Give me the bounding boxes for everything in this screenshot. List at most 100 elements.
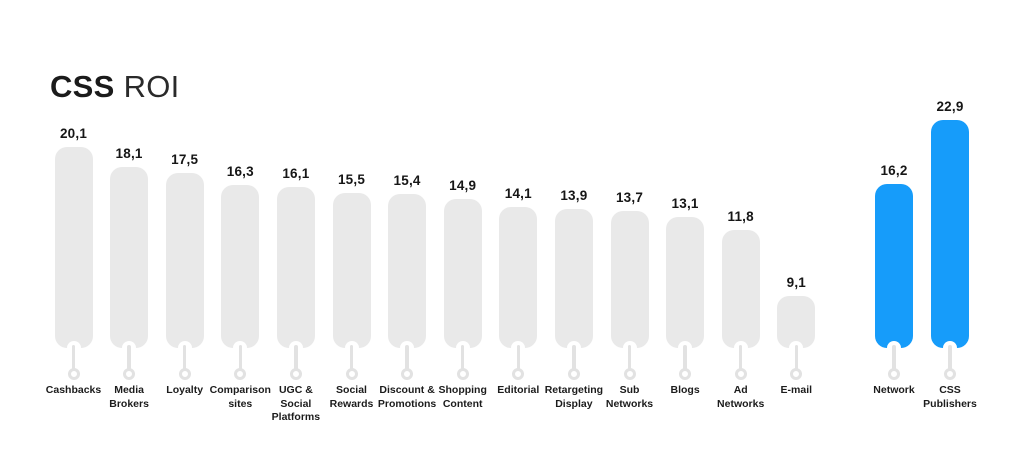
bar-category-label: Cashbacks (45, 384, 102, 396)
bar (610, 211, 649, 348)
pin-ring-icon (512, 368, 525, 380)
bar-category-label: Social Rewards (329, 384, 374, 410)
bar-category-label: UGC & Social Platforms (271, 384, 321, 423)
bar-group: 15,5 Social Rewards (312, 0, 392, 470)
pin-stem-icon (127, 345, 131, 374)
pin-ring-icon (734, 368, 747, 380)
bar (443, 199, 482, 348)
bar (110, 167, 149, 348)
bar-group: 15,4 Discount & Promotions (367, 0, 447, 470)
pin-ring-icon (790, 368, 803, 380)
pin-ring-icon (67, 368, 80, 380)
pin-stem-icon (627, 345, 632, 374)
bar-group: 20,1 Cashbacks (34, 0, 114, 470)
bar-category-label: Retargeting Display (544, 384, 604, 410)
bar-value-label: 13,1 (671, 196, 699, 211)
bar-group: 17,5 Loyalty (145, 0, 225, 470)
bar-category-label: E-mail (780, 384, 813, 396)
bar-value-label: 13,7 (615, 190, 644, 205)
page-title: CSS ROI (50, 68, 180, 104)
pin-ring-icon (888, 368, 900, 380)
pin-stem-icon (71, 345, 76, 374)
bar-group: 16,1 UGC & Social Platforms (256, 0, 336, 470)
bar-group: 22,9 CSS Publishers (910, 0, 990, 470)
pin-ring-icon (944, 368, 956, 380)
pin-ring-icon (178, 368, 191, 380)
bar-category-label: Media Brokers (109, 384, 149, 410)
bar-value-label: 13,9 (560, 188, 588, 203)
bar-category-label: Network (873, 384, 915, 396)
pin-ring-icon (567, 368, 580, 380)
pin-ring-icon (623, 368, 636, 380)
bar-group: 13,7 Sub Networks (590, 0, 670, 470)
bar (54, 147, 93, 348)
pin-stem-icon (294, 345, 298, 374)
pin-stem-icon (349, 345, 354, 374)
bar-group: 14,1 Editorial (478, 0, 558, 470)
bar-value-label: 16,1 (282, 166, 310, 181)
pin-stem-icon (738, 345, 743, 374)
bar (499, 207, 538, 348)
bar (165, 173, 204, 348)
bar-group: 13,9 Retargeting Display (534, 0, 614, 470)
bar-value-label: 9,1 (786, 275, 806, 290)
bar (777, 296, 816, 348)
pin-stem-icon (892, 345, 896, 374)
bar-group: 18,1 Media Brokers (89, 0, 169, 470)
bar-group: 16,2 Network (854, 0, 934, 470)
bar (931, 120, 969, 348)
bar-value-label: 15,5 (337, 172, 366, 187)
bar-value-label: 16,3 (226, 164, 254, 179)
bar-group: 16,3 Comparison sites (200, 0, 280, 470)
bar-value-label: 22,9 (936, 99, 964, 114)
pin-ring-icon (456, 368, 469, 380)
pin-stem-icon (572, 345, 576, 374)
bar-category-label: Editorial (497, 384, 540, 396)
pin-ring-icon (289, 368, 302, 380)
bar (276, 187, 315, 348)
bar-value-label: 16,2 (880, 163, 908, 178)
bar-category-label: Comparison sites (209, 384, 271, 410)
pin-ring-icon (123, 368, 136, 380)
pin-ring-icon (345, 368, 358, 380)
bar-group: 13,1 Blogs (645, 0, 725, 470)
pin-ring-icon (401, 368, 414, 380)
pin-stem-icon (182, 345, 187, 374)
bar-value-label: 17,5 (171, 152, 199, 167)
bar-value-label: 14,1 (504, 186, 532, 201)
pin-stem-icon (460, 345, 465, 374)
bar-category-label: Discount & Promotions (377, 384, 437, 410)
bar-group: 14,9 Shopping Content (423, 0, 503, 470)
bar (875, 184, 913, 348)
page-title-bold: CSS (50, 68, 115, 104)
pin-stem-icon (405, 345, 409, 374)
bar-category-label: Sub Networks (605, 384, 654, 410)
bar-value-label: 11,8 (727, 209, 754, 224)
bar-category-label: Shopping Content (438, 384, 487, 410)
bar-category-label: Loyalty (166, 384, 204, 396)
bar (221, 185, 260, 348)
page-title-light: ROI (123, 68, 180, 104)
bar-value-label: 20,1 (59, 126, 88, 141)
pin-stem-icon (683, 345, 687, 374)
bar (388, 194, 427, 348)
bar (332, 193, 371, 348)
bar-value-label: 18,1 (115, 146, 143, 161)
pin-stem-icon (516, 345, 521, 374)
bar-group: 9,1 E-mail (756, 0, 836, 470)
bar-category-label: CSS Publishers (923, 384, 977, 410)
bar-value-label: 15,4 (393, 173, 421, 188)
bar-group: 11,8 Ad Networks (701, 0, 781, 470)
pin-stem-icon (794, 345, 799, 374)
pin-ring-icon (234, 368, 247, 380)
pin-stem-icon (238, 345, 243, 374)
bar (666, 217, 705, 348)
bar (554, 209, 593, 348)
pin-stem-icon (948, 345, 952, 374)
bar (721, 230, 760, 348)
bar-category-label: Blogs (670, 384, 700, 396)
bar-category-label: Ad Networks (717, 384, 765, 410)
pin-ring-icon (679, 368, 692, 380)
